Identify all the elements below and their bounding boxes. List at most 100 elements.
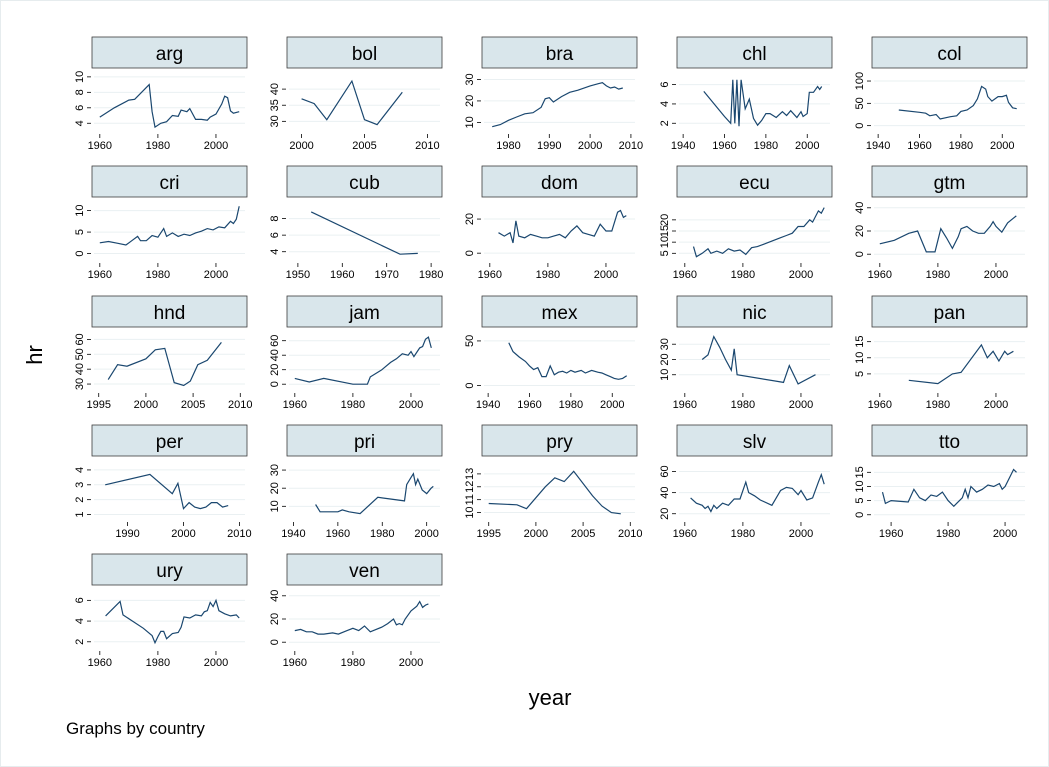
panel-header bbox=[481, 36, 638, 69]
x-tick-label: 1960 bbox=[88, 657, 112, 669]
data-line bbox=[99, 206, 240, 246]
y-tick-label: 4 bbox=[74, 120, 86, 126]
x-tick-label: 1970 bbox=[374, 269, 398, 281]
y-tick-label: 15 bbox=[659, 225, 671, 237]
y-tick-label: 30 bbox=[269, 464, 281, 476]
y-tick-label: 10 bbox=[659, 236, 671, 248]
x-tick-label: 2005 bbox=[571, 528, 595, 540]
y-tick-label: 40 bbox=[269, 349, 281, 361]
panel-title: mex bbox=[542, 303, 578, 324]
x-tick-label: 1960 bbox=[88, 269, 112, 281]
x-tick-label: 2000 bbox=[399, 657, 423, 669]
x-tick-label: 2000 bbox=[134, 399, 158, 411]
y-tick-label: 8 bbox=[269, 216, 281, 222]
data-line bbox=[488, 470, 621, 515]
y-tick-label: 6 bbox=[74, 105, 86, 111]
x-tick-label: 1960 bbox=[879, 528, 903, 540]
x-tick-label: 2000 bbox=[204, 269, 228, 281]
y-tick-label: 40 bbox=[74, 363, 86, 375]
panel-header bbox=[481, 424, 638, 457]
y-tick-label: 0 bbox=[854, 123, 866, 129]
y-tick-label: 20 bbox=[659, 508, 671, 520]
y-tick-label: 0 bbox=[464, 250, 476, 256]
y-tick-label: 2 bbox=[74, 639, 86, 645]
x-tick-label: 1980 bbox=[341, 399, 365, 411]
x-tick-label: 1980 bbox=[731, 528, 755, 540]
x-tick-label: 1940 bbox=[476, 399, 500, 411]
x-tick-label: 2000 bbox=[600, 399, 624, 411]
y-tick-label: 30 bbox=[74, 378, 86, 390]
x-tick-label: 2010 bbox=[228, 399, 252, 411]
y-tick-label: 13 bbox=[464, 468, 476, 480]
x-tick-label: 1990 bbox=[537, 140, 561, 152]
panel-title: gtm bbox=[934, 173, 966, 194]
y-tick-label: 20 bbox=[464, 213, 476, 225]
data-line bbox=[690, 472, 825, 513]
x-tick-label: 1980 bbox=[926, 269, 950, 281]
panel-header bbox=[286, 295, 443, 328]
y-tick-label: 40 bbox=[269, 590, 281, 602]
panel-title: cri bbox=[159, 173, 179, 194]
y-tick-label: 30 bbox=[659, 338, 671, 350]
y-tick-label: 10 bbox=[854, 480, 866, 492]
x-tick-label: 1960 bbox=[868, 399, 892, 411]
y-tick-label: 0 bbox=[854, 251, 866, 257]
data-line bbox=[701, 335, 816, 385]
x-tick-label: 2000 bbox=[399, 399, 423, 411]
x-tick-label: 2000 bbox=[789, 528, 813, 540]
panel-header bbox=[286, 36, 443, 69]
panel-title: bra bbox=[546, 44, 574, 65]
data-line bbox=[492, 82, 623, 128]
panel-title: bol bbox=[352, 44, 377, 65]
y-tick-label: 4 bbox=[659, 101, 671, 107]
x-tick-label: 1940 bbox=[671, 140, 695, 152]
panel-header bbox=[676, 165, 833, 198]
panel-title: tto bbox=[939, 432, 960, 453]
y-tick-label: 100 bbox=[854, 72, 866, 90]
panel-title: ecu bbox=[739, 173, 770, 194]
x-tick-label: 2000 bbox=[789, 399, 813, 411]
x-tick-label: 1960 bbox=[517, 399, 541, 411]
x-tick-label: 1995 bbox=[86, 399, 110, 411]
y-tick-label: 15 bbox=[854, 336, 866, 348]
panel-header bbox=[286, 553, 443, 586]
x-tick-label: 2000 bbox=[204, 657, 228, 669]
y-tick-label: 50 bbox=[854, 97, 866, 109]
y-tick-label: 35 bbox=[269, 99, 281, 111]
panel-header bbox=[871, 165, 1028, 198]
x-tick-label: 1960 bbox=[868, 269, 892, 281]
y-tick-label: 2 bbox=[74, 497, 86, 503]
x-tick-label: 1980 bbox=[146, 269, 170, 281]
data-line bbox=[105, 473, 229, 510]
x-tick-label: 2010 bbox=[415, 140, 439, 152]
panel-header bbox=[676, 424, 833, 457]
y-tick-label: 6 bbox=[269, 232, 281, 238]
panel-title: pan bbox=[934, 303, 966, 324]
y-tick-label: 15 bbox=[854, 466, 866, 478]
x-tick-label: 2000 bbox=[289, 140, 313, 152]
y-tick-label: 4 bbox=[74, 618, 86, 624]
x-tick-label: 1980 bbox=[731, 399, 755, 411]
x-tick-label: 1960 bbox=[330, 269, 354, 281]
x-tick-label: 2000 bbox=[204, 140, 228, 152]
panel-title: arg bbox=[156, 44, 183, 65]
panel-title: ven bbox=[349, 561, 380, 582]
y-tick-label: 30 bbox=[464, 73, 476, 85]
panel-title: hnd bbox=[154, 303, 186, 324]
x-tick-label: 2000 bbox=[795, 140, 819, 152]
y-tick-label: 5 bbox=[74, 229, 86, 235]
x-tick-label: 1960 bbox=[283, 657, 307, 669]
panel-title: slv bbox=[743, 432, 767, 453]
x-tick-label: 1960 bbox=[283, 399, 307, 411]
y-tick-label: 10 bbox=[74, 71, 86, 83]
x-tick-label: 2000 bbox=[990, 140, 1014, 152]
y-tick-label: 0 bbox=[854, 512, 866, 518]
x-tick-label: 1960 bbox=[673, 528, 697, 540]
panel-title: ury bbox=[156, 561, 183, 582]
x-tick-label: 1980 bbox=[949, 140, 973, 152]
y-tick-label: 10 bbox=[464, 506, 476, 518]
x-tick-label: 1960 bbox=[478, 269, 502, 281]
y-tick-label: 20 bbox=[854, 225, 866, 237]
x-tick-label: 2000 bbox=[524, 528, 548, 540]
x-tick-label: 2000 bbox=[578, 140, 602, 152]
